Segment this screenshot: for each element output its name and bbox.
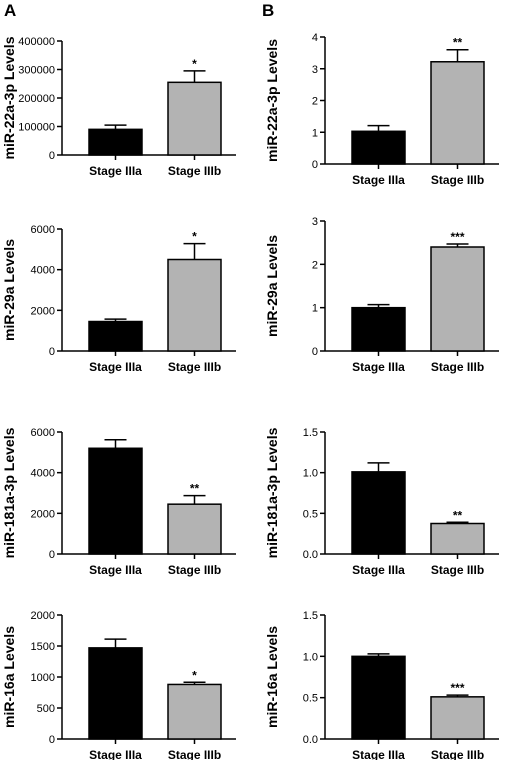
y-tick-label: 6000 (31, 224, 55, 236)
y-tick-label: 1.5 (303, 427, 318, 439)
bar-stage-iiia (351, 655, 406, 740)
y-tick-label: 1000 (31, 672, 55, 684)
significance-label: * (192, 57, 197, 71)
significance-label: * (192, 668, 197, 682)
y-tick-label: 0.0 (303, 549, 318, 561)
y-tick-label: 1.5 (303, 610, 318, 622)
panel-letter-a: A (4, 1, 17, 20)
panel-letter-b: B (262, 1, 275, 20)
x-category-label: Stage IIIb (168, 360, 221, 374)
y-tick-label: 0 (312, 346, 318, 358)
significance-label: ** (453, 36, 463, 50)
bar-stage-iiia (351, 471, 406, 555)
y-tick-label: 200000 (18, 93, 55, 105)
y-tick-label: 500 (37, 703, 55, 715)
y-tick-label: 4000 (31, 468, 55, 480)
x-category-label: Stage IIIb (168, 748, 221, 760)
bar-stage-iiib (430, 246, 485, 352)
y-tick-label: 4 (312, 32, 318, 44)
chart-4: 0 1 2 3 miR-29a Levels Stage IIIa *** Stage III… (264, 216, 499, 374)
bar-stage-iiib (167, 683, 222, 740)
y-tick-label: 0 (49, 150, 55, 162)
bar-stage-iiia (88, 128, 143, 156)
y-tick-label: 1.0 (303, 651, 318, 663)
x-category-label: Stage IIIa (89, 563, 142, 577)
y-tick-label: 1.0 (303, 468, 318, 480)
y-axis-title: miR-16a Levels (1, 626, 17, 728)
x-category-label: Stage IIIa (352, 173, 405, 187)
y-tick-label: 1 (312, 303, 318, 315)
y-tick-label: 1500 (31, 641, 55, 653)
y-tick-label: 6000 (31, 427, 55, 439)
y-tick-label: 0.5 (303, 508, 318, 520)
significance-label: ** (190, 482, 200, 496)
bar-stage-iiib (167, 81, 222, 156)
bar-stage-iiib (430, 61, 485, 165)
y-tick-label: 2000 (31, 508, 55, 520)
significance-label: *** (450, 681, 464, 695)
y-tick-label: 2000 (31, 305, 55, 317)
y-tick-label: 400000 (18, 36, 55, 48)
significance-label: ** (453, 508, 463, 522)
bar-stage-iiia (351, 306, 406, 352)
y-tick-label: 0 (49, 549, 55, 561)
x-category-label: Stage IIIb (431, 360, 484, 374)
x-category-label: Stage IIIb (431, 173, 484, 187)
chart-7: 0 500 1000 1500 2000 miR-16a Levels Stage IIIa… (1, 610, 236, 760)
chart-5: 0 2000 4000 6000 miR-181a-3p Levels Stage III… (1, 427, 236, 577)
y-tick-label: 3 (312, 64, 318, 76)
chart-3: 0 2000 4000 6000 miR-29a Levels Stage IIIa * St… (1, 224, 236, 374)
y-tick-label: 1 (312, 127, 318, 139)
chart-2: 0 1 2 3 4 miR-22a-3p Levels Stage IIIa ** Stage … (264, 32, 499, 187)
x-category-label: Stage IIIb (431, 563, 484, 577)
y-tick-label: 0.5 (303, 693, 318, 705)
significance-label: * (192, 230, 197, 244)
x-category-label: Stage IIIb (168, 164, 221, 178)
y-axis-title: miR-181a-3p Levels (264, 427, 280, 558)
y-axis-title: miR-22a-3p Levels (1, 36, 17, 159)
x-category-label: Stage IIIa (89, 748, 142, 760)
bar-stage-iiib (430, 522, 485, 555)
x-category-label: Stage IIIb (168, 563, 221, 577)
chart-8: 0.0 0.5 1.0 1.5 miR-16a Levels Stage IIIa *** S… (264, 610, 499, 760)
y-tick-label: 4000 (31, 265, 55, 277)
bar-stage-iiia (88, 320, 143, 352)
bar-stage-iiia (88, 647, 143, 740)
x-category-label: Stage IIIb (431, 748, 484, 760)
y-tick-label: 300000 (18, 65, 55, 77)
y-axis-title: miR-29a Levels (1, 239, 17, 341)
y-axis-title: miR-29a Levels (264, 235, 280, 337)
y-tick-label: 2 (312, 259, 318, 271)
y-axis-title: miR-16a Levels (264, 626, 280, 728)
bar-stage-iiib (430, 696, 485, 740)
bar-stage-iiia (351, 130, 406, 165)
x-category-label: Stage IIIa (352, 748, 405, 760)
y-tick-label: 2 (312, 96, 318, 108)
y-tick-label: 0 (312, 159, 318, 171)
bar-stage-iiib (167, 503, 222, 555)
y-tick-label: 100000 (18, 122, 55, 134)
x-category-label: Stage IIIa (352, 360, 405, 374)
y-tick-label: 2000 (31, 610, 55, 622)
y-tick-label: 0.0 (303, 734, 318, 746)
x-category-label: Stage IIIa (89, 164, 142, 178)
y-axis-title: miR-22a-3p Levels (264, 39, 280, 162)
x-category-label: Stage IIIa (89, 360, 142, 374)
bar-stage-iiia (88, 447, 143, 555)
bar-stage-iiib (167, 258, 222, 352)
significance-label: *** (450, 230, 464, 244)
y-tick-label: 3 (312, 216, 318, 228)
y-tick-label: 0 (49, 346, 55, 358)
y-axis-title: miR-181a-3p Levels (1, 427, 17, 558)
chart-6: 0.0 0.5 1.0 1.5 miR-181a-3p Levels Stage IIIa… (264, 427, 499, 577)
x-category-label: Stage IIIa (352, 563, 405, 577)
y-tick-label: 0 (49, 734, 55, 746)
